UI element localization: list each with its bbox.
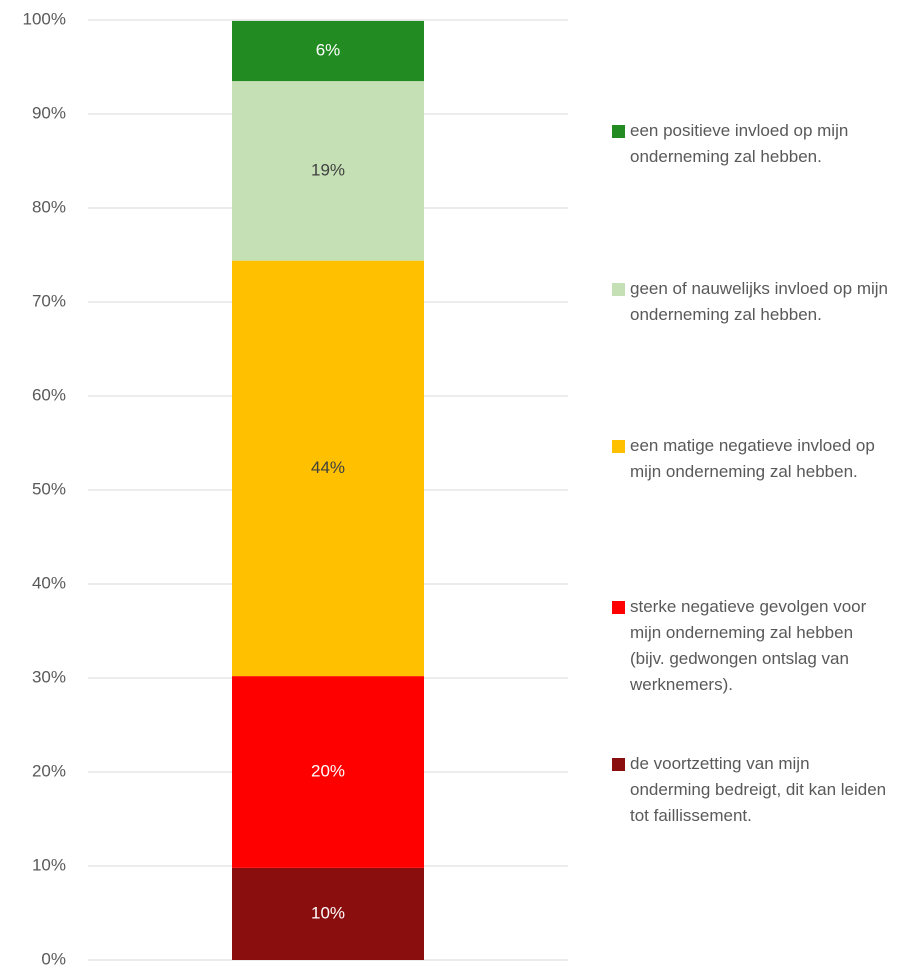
data-label: 6% — [316, 41, 341, 60]
bar-segment — [232, 81, 424, 261]
legend-label: een matige negatieve invloed op mijn ond… — [630, 436, 875, 481]
y-tick-label: 20% — [32, 761, 66, 780]
y-tick-label: 10% — [32, 855, 66, 874]
legend-item: een matige negatieve invloed op mijn ond… — [612, 433, 902, 485]
y-tick-label: 70% — [32, 291, 66, 310]
legend-item: sterke negatieve gevolgen voor mijn onde… — [612, 594, 902, 698]
legend-item: de voortzetting van mijn onderming bedre… — [612, 751, 902, 829]
legend-swatch — [612, 758, 625, 771]
data-label: 44% — [311, 458, 345, 477]
legend-label: een positieve invloed op mijn ondernemin… — [630, 121, 849, 166]
legend-item: geen of nauwelijks invloed op mijn onder… — [612, 276, 902, 328]
data-label: 20% — [311, 761, 345, 780]
bar-segment — [232, 260, 424, 677]
legend-swatch — [612, 440, 625, 453]
data-label: 19% — [311, 160, 345, 179]
bar-segment — [232, 676, 424, 868]
legend-label: geen of nauwelijks invloed op mijn onder… — [630, 279, 888, 324]
bar-segment — [232, 867, 424, 960]
y-tick-label: 30% — [32, 667, 66, 686]
legend-label: de voortzetting van mijn onderming bedre… — [630, 754, 887, 825]
data-label: 10% — [311, 903, 345, 922]
y-tick-label: 100% — [23, 9, 66, 28]
y-tick-label: 90% — [32, 103, 66, 122]
legend-swatch — [612, 125, 625, 138]
legend-swatch — [612, 601, 625, 614]
legend-swatch — [612, 283, 625, 296]
y-tick-label: 60% — [32, 385, 66, 404]
bar-segment — [232, 20, 424, 82]
y-tick-label: 50% — [32, 479, 66, 498]
y-tick-label: 80% — [32, 197, 66, 216]
legend-item: een positieve invloed op mijn ondernemin… — [612, 118, 902, 170]
y-tick-label: 40% — [32, 573, 66, 592]
y-tick-label: 0% — [41, 949, 66, 967]
legend-label: sterke negatieve gevolgen voor mijn onde… — [630, 597, 867, 694]
